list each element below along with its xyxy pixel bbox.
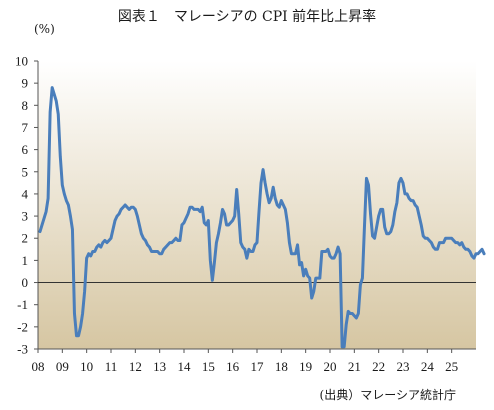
x-tick-label: 21 xyxy=(348,359,361,374)
x-tick-label: 24 xyxy=(421,359,435,374)
y-tick-label: 6 xyxy=(22,142,29,157)
series-line-cpi xyxy=(38,86,486,349)
chart-title: 図表１ マレーシアの CPI 前年比上昇率 xyxy=(117,9,377,25)
x-tick-label: 12 xyxy=(129,359,142,374)
y-tick-label: 4 xyxy=(22,186,29,201)
y-tick-label: 2 xyxy=(22,231,29,246)
x-tick-label: 10 xyxy=(80,359,93,374)
x-tick-label: 14 xyxy=(178,359,192,374)
x-tick-label: 18 xyxy=(275,359,288,374)
plot-area xyxy=(38,61,476,349)
x-tick-label: 08 xyxy=(32,359,45,374)
y-tick-label: 5 xyxy=(22,164,29,179)
y-tick-label: 0 xyxy=(22,275,29,290)
y-tick-label: 8 xyxy=(22,98,29,113)
x-tick-label: 25 xyxy=(445,359,458,374)
y-tick-label: -2 xyxy=(17,319,28,334)
y-unit-label: (%) xyxy=(34,22,55,36)
x-tick-label: 20 xyxy=(324,359,337,374)
source-note: (出典）マレーシア統計庁 xyxy=(319,388,456,402)
y-tick-label: 1 xyxy=(22,253,29,268)
x-tick-label: 11 xyxy=(105,359,118,374)
x-tick-label: 22 xyxy=(372,359,385,374)
x-tick-label: 23 xyxy=(397,359,410,374)
y-tick-label: -1 xyxy=(17,297,28,312)
x-tick-label: 17 xyxy=(251,359,265,374)
y-tick-label: 7 xyxy=(22,120,29,135)
x-tick-label: 16 xyxy=(226,359,240,374)
x-tick-label: 13 xyxy=(153,359,166,374)
y-tick-label: -3 xyxy=(17,342,28,357)
y-tick-label: 10 xyxy=(15,54,28,69)
y-tick-label: 9 xyxy=(22,76,29,91)
x-tick-label: 09 xyxy=(56,359,69,374)
x-axis: 08 09 10 11 12 13 14 15 16 17 18 19 20 21 22 23 24 25 xyxy=(32,349,458,374)
y-tick-label: 3 xyxy=(22,209,29,224)
x-tick-label: 19 xyxy=(299,359,312,374)
x-tick-label: 15 xyxy=(202,359,215,374)
